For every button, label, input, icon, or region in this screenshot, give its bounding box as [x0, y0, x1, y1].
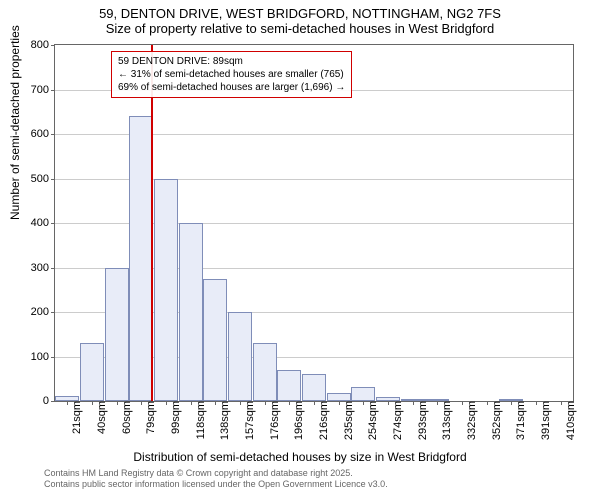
y-tick-label: 800 — [31, 39, 55, 51]
attribution-line-2: Contains public sector information licen… — [44, 479, 388, 490]
x-axis-label: Distribution of semi-detached houses by … — [0, 450, 600, 464]
x-tick-label: 274sqm — [388, 401, 404, 440]
attribution-line-1: Contains HM Land Registry data © Crown c… — [44, 468, 388, 479]
info-line-1: 59 DENTON DRIVE: 89sqm — [118, 55, 345, 68]
x-tick-label: 313sqm — [437, 401, 453, 440]
y-tick-label: 0 — [43, 395, 55, 407]
title-block: 59, DENTON DRIVE, WEST BRIDGFORD, NOTTIN… — [0, 0, 600, 36]
info-line-2: ← 31% of semi-detached houses are smalle… — [118, 68, 345, 81]
histogram-bar — [179, 223, 203, 401]
x-tick-label: 254sqm — [363, 401, 379, 440]
histogram-bar — [154, 179, 178, 402]
x-tick-label: 138sqm — [215, 401, 231, 440]
histogram-bar — [277, 370, 301, 401]
y-tick-label: 200 — [31, 306, 55, 318]
y-tick-label: 100 — [31, 351, 55, 363]
x-tick-label: 196sqm — [289, 401, 305, 440]
x-tick-label: 99sqm — [166, 401, 182, 434]
y-tick-label: 400 — [31, 217, 55, 229]
x-tick-label: 60sqm — [117, 401, 133, 434]
property-marker-line — [151, 45, 153, 401]
y-tick-label: 500 — [31, 173, 55, 185]
histogram-bar — [253, 343, 277, 401]
x-tick-label: 216sqm — [314, 401, 330, 440]
histogram-bar — [228, 312, 252, 401]
histogram-bar — [351, 387, 375, 401]
histogram-bar — [80, 343, 104, 401]
x-tick-label: 235sqm — [339, 401, 355, 440]
x-tick-label: 371sqm — [511, 401, 527, 440]
histogram-bar — [327, 393, 351, 401]
y-tick-label: 700 — [31, 84, 55, 96]
chart-container: 59, DENTON DRIVE, WEST BRIDGFORD, NOTTIN… — [0, 0, 600, 500]
x-tick-label: 79sqm — [141, 401, 157, 434]
histogram-bar — [302, 374, 326, 401]
chart-title-line1: 59, DENTON DRIVE, WEST BRIDGFORD, NOTTIN… — [0, 6, 600, 21]
y-tick-label: 600 — [31, 128, 55, 140]
x-tick-label: 352sqm — [487, 401, 503, 440]
attribution: Contains HM Land Registry data © Crown c… — [44, 468, 388, 490]
x-tick-label: 410sqm — [561, 401, 577, 440]
chart-title-line2: Size of property relative to semi-detach… — [0, 21, 600, 36]
x-tick-label: 391sqm — [536, 401, 552, 440]
x-tick-label: 21sqm — [67, 401, 83, 434]
plot-area: 010020030040050060070080021sqm40sqm60sqm… — [54, 44, 574, 402]
histogram-bar — [203, 279, 227, 401]
x-tick-label: 118sqm — [191, 401, 207, 439]
y-tick-label: 300 — [31, 262, 55, 274]
marker-info-box: 59 DENTON DRIVE: 89sqm ← 31% of semi-det… — [111, 51, 352, 98]
x-tick-label: 157sqm — [240, 401, 256, 440]
histogram-bar — [129, 116, 153, 401]
info-line-3: 69% of semi-detached houses are larger (… — [118, 81, 345, 94]
histogram-bar — [105, 268, 129, 402]
x-tick-label: 176sqm — [265, 401, 281, 440]
x-tick-label: 293sqm — [413, 401, 429, 440]
y-axis-label: Number of semi-detached properties — [8, 25, 22, 220]
x-tick-label: 332sqm — [462, 401, 478, 440]
x-tick-label: 40sqm — [92, 401, 108, 434]
